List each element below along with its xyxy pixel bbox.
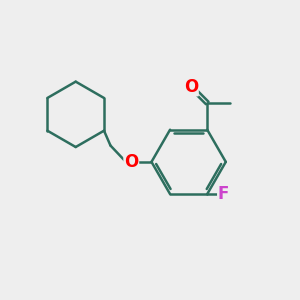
Text: F: F — [218, 185, 229, 203]
Text: O: O — [184, 78, 198, 96]
Text: O: O — [124, 153, 138, 171]
